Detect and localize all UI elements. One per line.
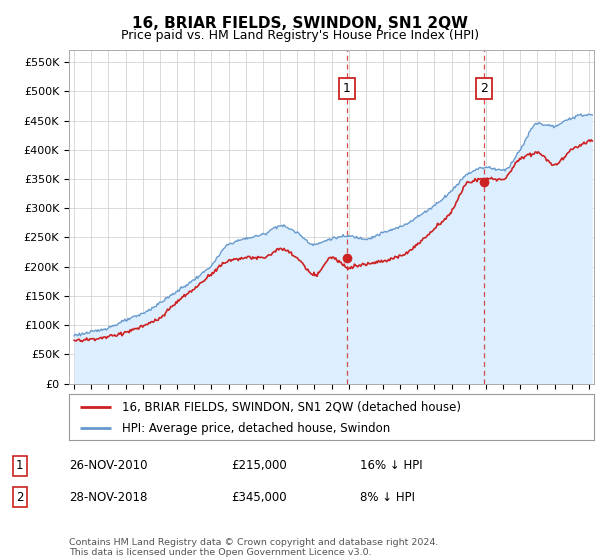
Text: 2: 2 — [480, 82, 488, 95]
Text: 8% ↓ HPI: 8% ↓ HPI — [360, 491, 415, 504]
Text: 2: 2 — [16, 491, 23, 504]
Text: 26-NOV-2010: 26-NOV-2010 — [69, 459, 148, 473]
Text: HPI: Average price, detached house, Swindon: HPI: Average price, detached house, Swin… — [121, 422, 390, 435]
Text: Price paid vs. HM Land Registry's House Price Index (HPI): Price paid vs. HM Land Registry's House … — [121, 29, 479, 42]
Text: £215,000: £215,000 — [231, 459, 287, 473]
Text: 16, BRIAR FIELDS, SWINDON, SN1 2QW (detached house): 16, BRIAR FIELDS, SWINDON, SN1 2QW (deta… — [121, 400, 461, 413]
Text: 1: 1 — [16, 459, 23, 473]
Text: 1: 1 — [343, 82, 351, 95]
Text: 28-NOV-2018: 28-NOV-2018 — [69, 491, 148, 504]
Text: Contains HM Land Registry data © Crown copyright and database right 2024.
This d: Contains HM Land Registry data © Crown c… — [69, 538, 439, 557]
Text: 16, BRIAR FIELDS, SWINDON, SN1 2QW: 16, BRIAR FIELDS, SWINDON, SN1 2QW — [132, 16, 468, 31]
Text: 16% ↓ HPI: 16% ↓ HPI — [360, 459, 422, 473]
Text: £345,000: £345,000 — [231, 491, 287, 504]
